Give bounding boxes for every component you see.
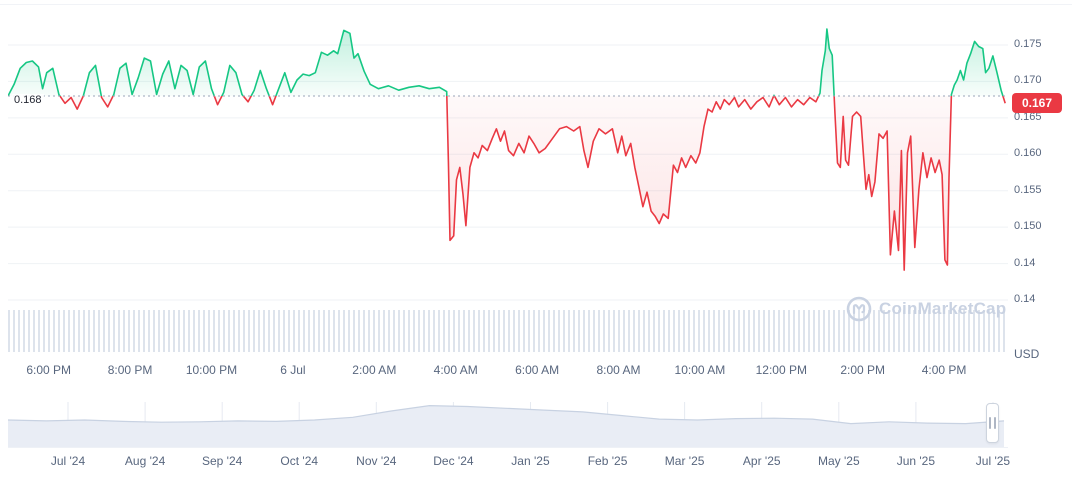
month-label: Jan '25: [511, 454, 550, 468]
y-tick-label: 0.14: [1014, 293, 1036, 305]
last-price-badge: 0.167: [1012, 93, 1062, 114]
month-label: Feb '25: [587, 454, 628, 468]
minimap-month-axis: Jul '24 Aug '24 Sep '24 Oct '24 Nov '24 Dec '…: [0, 454, 1072, 470]
minimap-line: [8, 404, 1004, 425]
minimap-area: [8, 405, 1004, 447]
minimap-svg[interactable]: [8, 402, 1004, 447]
month-label: Dec '24: [433, 454, 474, 468]
y-tick-label: 0.160: [1014, 147, 1042, 160]
month-label: Oct '24: [280, 454, 319, 468]
month-label: Jul '24: [50, 454, 86, 468]
x-tick-label: 10:00 PM: [185, 363, 238, 377]
y-tick-label: 0.155: [1014, 183, 1042, 196]
y-axis: 0.175 0.170 0.165 0.160 0.155 0.150 0.14 0.14: [1014, 0, 1072, 360]
area-below-baseline: [8, 96, 1006, 271]
month-label: Mar '25: [664, 454, 705, 468]
area-above-baseline: [8, 29, 1006, 96]
timeline-minimap[interactable]: [8, 402, 1004, 447]
y-tick-label: 0.165: [1014, 110, 1042, 123]
x-tick-label: 10:00 AM: [674, 363, 726, 377]
x-tick-label: 4:00 AM: [433, 363, 478, 377]
month-label: Aug '24: [124, 454, 166, 468]
range-handle-grip: [994, 417, 996, 429]
price-line-red: [8, 96, 1006, 271]
y-tick-label: 0.170: [1014, 74, 1042, 87]
x-tick-label: 8:00 AM: [596, 363, 641, 377]
x-tick-label: 6:00 AM: [515, 363, 560, 377]
month-label: May '25: [817, 454, 860, 468]
price-line-green: [8, 28, 1004, 96]
month-label: Jul '25: [975, 454, 1011, 468]
month-label: Nov '24: [356, 454, 397, 468]
currency-label: USD: [1014, 347, 1040, 361]
range-handle[interactable]: [986, 403, 999, 443]
main-chart[interactable]: CoinMarketCap 0.168 0.167 0.175 0.170 0.16…: [0, 0, 1072, 382]
x-tick-label: 2:00 AM: [352, 363, 397, 377]
watermark-text: CoinMarketCap: [879, 299, 1007, 318]
y-tick-label: 0.175: [1014, 38, 1042, 50]
volume-bars: [8, 310, 1008, 352]
x-tick-label: 2:00 PM: [840, 363, 886, 377]
minimap-separator: [8, 447, 1008, 448]
y-tick-label: 0.150: [1014, 220, 1042, 233]
x-tick-label: 8:00 PM: [107, 363, 153, 377]
month-label: Jun '25: [896, 454, 936, 468]
x-tick-label: 6 Jul: [280, 363, 306, 377]
range-handle-grip: [989, 417, 991, 429]
x-tick-label: 4:00 PM: [921, 363, 967, 377]
x-tick-label: 6:00 PM: [26, 363, 72, 377]
baseline-price-label: 0.168: [12, 94, 44, 106]
price-chart-svg[interactable]: [8, 0, 1008, 358]
coinmarketcap-watermark: CoinMarketCap: [846, 296, 1006, 322]
month-label: Sep '24: [201, 454, 243, 468]
x-axis: 6:00 PM 8:00 PM 10:00 PM 6 Jul 2:00 AM 4:00 A…: [0, 363, 1072, 379]
month-label: Apr '25: [742, 454, 781, 468]
panel-top-border: [0, 4, 1072, 5]
x-tick-label: 12:00 PM: [755, 363, 807, 377]
y-tick-label: 0.14: [1014, 256, 1036, 269]
coinmarketcap-logo-icon: [846, 296, 872, 322]
